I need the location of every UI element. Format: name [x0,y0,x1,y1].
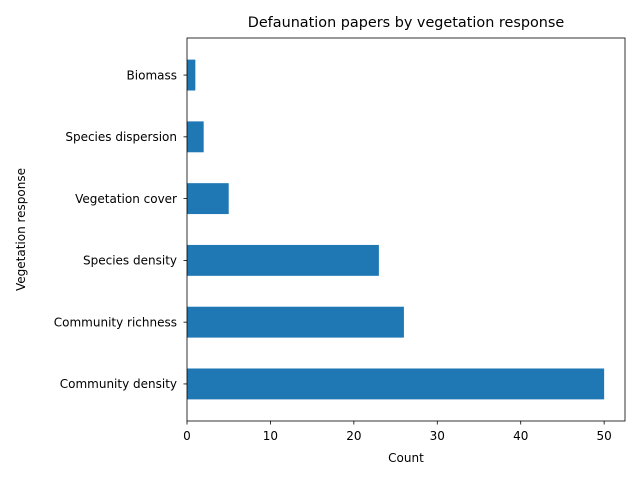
bar-species-density [187,244,379,276]
y-tick-label: Biomass [127,68,177,82]
bar-biomass [187,59,196,91]
y-tick-label: Species dispersion [65,130,177,144]
x-axis-label: Count [388,451,424,465]
x-tick-label: 20 [346,429,361,443]
bars [187,59,605,400]
plot-frame [186,37,626,422]
x-tick-label: 0 [183,429,191,443]
bar-vegetation-cover [187,183,229,215]
x-tick-label: 30 [430,429,445,443]
x-tick-label: 10 [263,429,278,443]
bar-community-density [187,368,605,400]
y-tick-label: Vegetation cover [75,192,177,206]
y-tick-label: Community density [60,377,177,391]
x-tick-label: 40 [513,429,528,443]
y-tick-label: Community richness [54,315,177,329]
bar-species-dispersion [187,121,204,153]
chart-title: Defaunation papers by vegetation respons… [248,15,565,31]
y-axis-ticks: Biomass Species dispersion Vegetation cove… [54,68,187,391]
x-axis-ticks: 0 10 20 30 40 50 [183,421,612,443]
y-tick-label: Species density [83,254,177,268]
bar-community-richness [187,306,404,338]
y-axis-label: Vegetation response [14,168,28,291]
x-tick-label: 50 [597,429,612,443]
